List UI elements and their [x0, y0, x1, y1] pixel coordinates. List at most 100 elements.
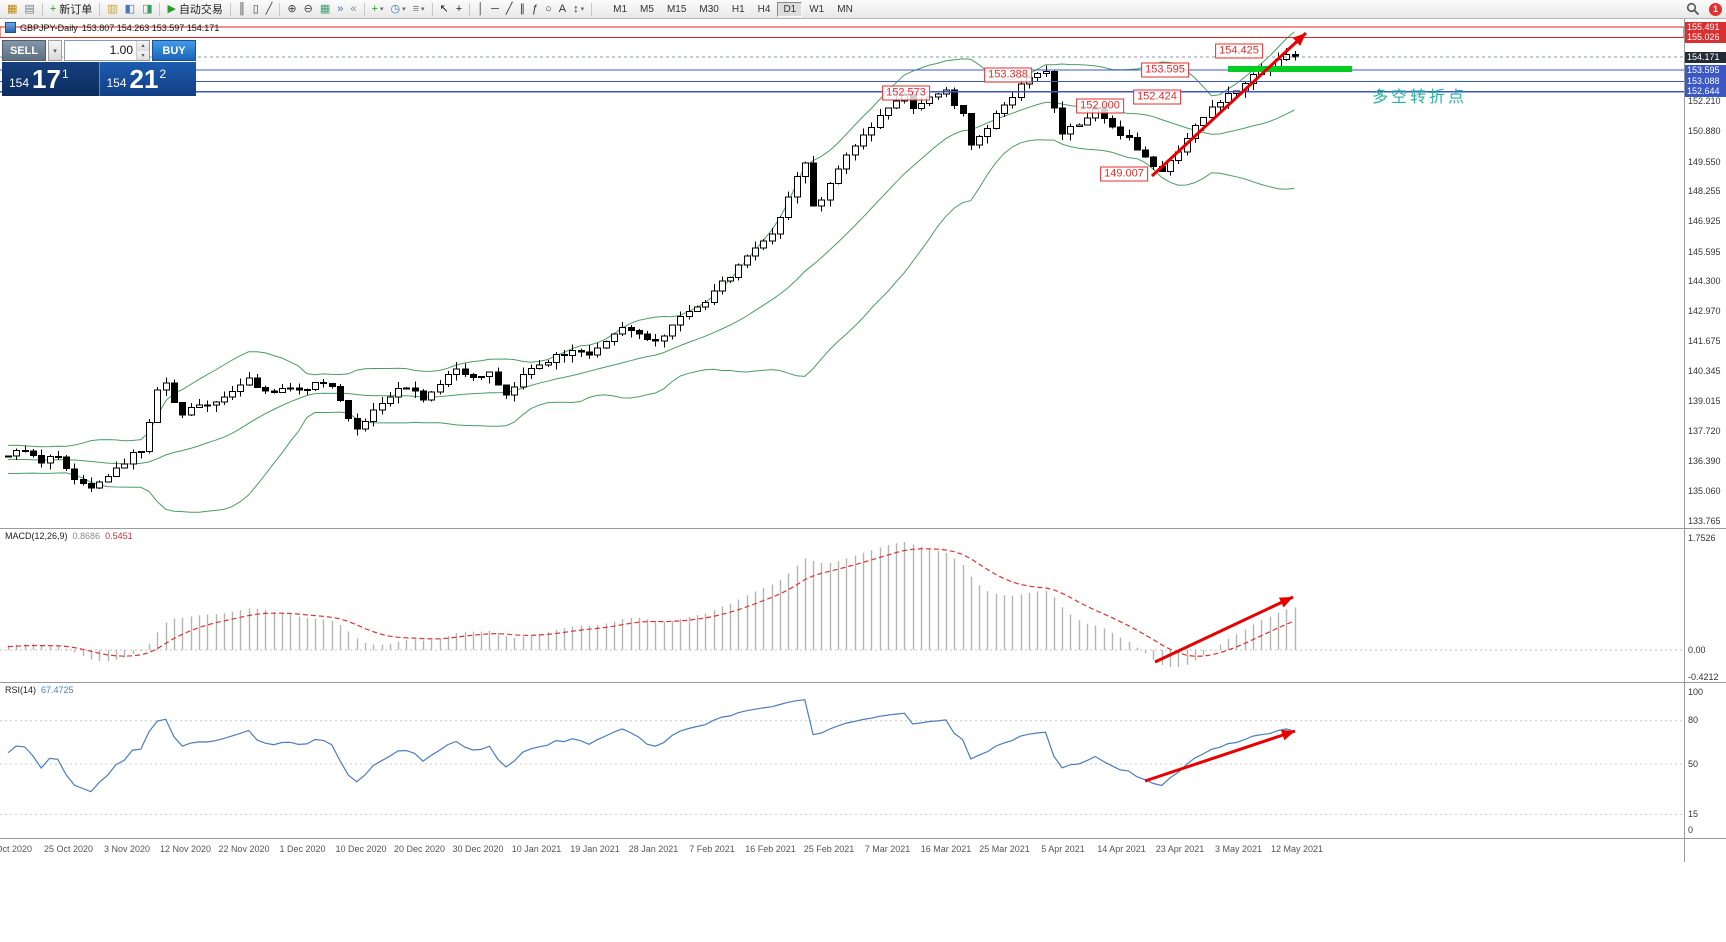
timeframe-m30[interactable]: M30	[699, 3, 719, 15]
price-scale[interactable]: 152.210 150.880 149.550 148.255 146.925 145.5…	[1684, 18, 1726, 862]
line-chart-icon[interactable]: ╱	[263, 1, 276, 17]
rsi-tick: 80	[1688, 715, 1699, 726]
periods-icon-glyph: ◷	[390, 3, 401, 15]
vertical-line-icon[interactable]: │	[474, 1, 487, 17]
indicators-icon-glyph: +	[371, 3, 378, 15]
new-chart-icon[interactable]: ▦	[4, 1, 20, 17]
buy-price[interactable]: 154 21 2	[98, 62, 196, 96]
date-label: 10 Jan 2021	[511, 844, 562, 854]
channel-icon[interactable]: ∥	[516, 1, 528, 17]
panel-separators[interactable]	[0, 528, 1726, 839]
timeframe-d1[interactable]: D1	[777, 1, 803, 17]
timeframe-m5[interactable]: M5	[640, 3, 654, 15]
buy-button[interactable]: BUY	[152, 40, 196, 61]
data-window-icon[interactable]: ◧	[122, 1, 138, 17]
sell-button[interactable]: SELL	[2, 40, 46, 61]
crosshair-icon[interactable]: +	[453, 1, 465, 17]
time-axis[interactable]: 5 Oct 2020 25 Oct 2020 3 Nov 2020 12 Nov 20…	[0, 839, 1684, 861]
macd-tick: 1.7526	[1688, 532, 1716, 543]
timeframe-mn[interactable]: MN	[837, 3, 853, 15]
zoom-in-icon-glyph: ⊕	[287, 3, 297, 15]
cursor-icon[interactable]: ↖	[437, 1, 452, 17]
profiles-icon[interactable]: ▤	[21, 1, 37, 17]
macd-value-signal: 0.5451	[105, 531, 133, 541]
toolbar-separator	[99, 2, 101, 16]
toolbar: ▦ ▤ + 新订单 ▥ ◧ ◨ ▶ 自动交易 ║ ▯ ╱ ⊕ ⊖ ▦» «+ ▾ ◷ ▾ ≡ ▾ ↖ + │ ─ ╱ ∥ ƒ ○ A ↕ ▾ …	[0, 0, 1726, 19]
timeframe-h1[interactable]: H1	[731, 3, 745, 15]
date-label: 25 Feb 2021	[803, 844, 855, 854]
date-label: 25 Oct 2020	[43, 844, 94, 854]
volume-stepper[interactable]: ▴ ▾	[136, 41, 149, 60]
zoom-out-icon[interactable]: ⊖	[301, 1, 316, 17]
fibonacci-icon[interactable]: ƒ	[529, 1, 541, 17]
price-annotation: 152.573	[882, 85, 930, 101]
templates-icon[interactable]: ≡ ▾	[410, 1, 428, 17]
zoom-out-icon-glyph: ⊖	[303, 3, 313, 15]
macd-indicator-label: MACD(12,26,9) 0.8686 0.5451	[5, 531, 133, 541]
date-label: 12 Nov 2020	[159, 844, 212, 854]
volume-down-icon[interactable]: ▾	[137, 50, 149, 60]
tile-windows-icon[interactable]: ▦	[317, 1, 333, 17]
scale-separator	[1685, 682, 1726, 683]
trendline-icon[interactable]: ╱	[503, 1, 516, 17]
auto-trading-button-label: 自动交易	[178, 4, 223, 16]
search-icon[interactable]	[1683, 1, 1703, 17]
one-click-trading-panel: SELL ▾ 1.00 ▴ ▾ BUY 154 17 1 154 21 2	[2, 40, 196, 96]
new-order-button[interactable]: + 新订单	[47, 1, 95, 17]
trendline-icon-glyph: ╱	[505, 3, 513, 15]
timeframe-m1[interactable]: M1	[613, 3, 628, 15]
periods-icon[interactable]: ◷ ▾	[387, 1, 408, 17]
rsi-indicator-label: RSI(14) 67.4725	[5, 685, 74, 695]
arrows-icon[interactable]: ↕ ▾	[570, 1, 587, 17]
scale-separator	[1685, 528, 1726, 529]
date-label: 10 Dec 2020	[335, 844, 387, 854]
chevron-down-icon: ▾	[379, 6, 384, 13]
bar-chart-icon[interactable]: ║	[235, 1, 249, 17]
price-tick: 136.390	[1688, 455, 1721, 466]
volume-up-icon[interactable]: ▴	[137, 41, 149, 51]
date-label: 25 Mar 2021	[979, 844, 1030, 854]
macd-value-main: 0.8686	[72, 531, 101, 541]
macd-name: MACD(12,26,9)	[5, 531, 68, 541]
chevron-down-icon: ▾	[580, 6, 585, 13]
price-tick: 148.255	[1688, 186, 1721, 196]
tile-windows-icon-glyph: ▦	[319, 3, 331, 15]
chart-shift-icon-glyph: «	[350, 3, 357, 15]
shapes-icon-glyph: ○	[545, 3, 552, 15]
candlestick-chart-icon-glyph: ▯	[252, 3, 259, 15]
price-tick: 139.015	[1688, 396, 1721, 407]
shapes-icon[interactable]: ○	[542, 1, 555, 17]
templates-icon-glyph: ≡	[412, 3, 420, 15]
horizontal-line-icon[interactable]: ─	[488, 1, 502, 17]
terminal-icon[interactable]: ◨	[139, 1, 155, 17]
price-tick: 150.880	[1688, 126, 1721, 137]
new-chart-icon-glyph: ▦	[7, 3, 18, 15]
volume-input[interactable]: 1.00 ▴ ▾	[64, 40, 150, 61]
rsi-tick: 100	[1688, 686, 1704, 697]
date-label: 7 Mar 2021	[864, 844, 911, 854]
text-icon[interactable]: A	[556, 1, 569, 17]
volume-dropdown[interactable]: ▾	[48, 40, 62, 61]
auto-scroll-icon[interactable]: »	[334, 1, 346, 17]
zoom-in-icon[interactable]: ⊕	[284, 1, 299, 17]
chart-ohlc: 153.807 154.263 153.597 154.171	[81, 22, 220, 33]
notifications-badge[interactable]: 1	[1709, 2, 1722, 16]
timeframe-h4[interactable]: H4	[757, 3, 771, 15]
toolbar-separator	[229, 2, 231, 16]
new-order-button-glyph: +	[49, 3, 57, 15]
date-label: 23 Apr 2021	[1155, 844, 1205, 854]
date-label: 19 Jan 2021	[570, 844, 620, 854]
timeframe-w1[interactable]: W1	[809, 3, 825, 15]
price-tick: 133.765	[1688, 515, 1721, 526]
chart-shift-icon[interactable]: «	[347, 1, 359, 17]
timeframe-m15[interactable]: M15	[666, 3, 687, 15]
market-watch-icon[interactable]: ▥	[104, 1, 120, 17]
new-order-button-label: 新订单	[59, 4, 93, 16]
candlestick-chart-icon[interactable]: ▯	[250, 1, 262, 17]
date-label: 16 Feb 2021	[745, 844, 796, 854]
indicators-icon[interactable]: + ▾	[369, 1, 387, 17]
auto-trading-button[interactable]: ▶ 自动交易	[164, 1, 225, 17]
sell-price[interactable]: 154 17 1	[2, 62, 99, 96]
price-tick: 135.060	[1688, 486, 1721, 497]
